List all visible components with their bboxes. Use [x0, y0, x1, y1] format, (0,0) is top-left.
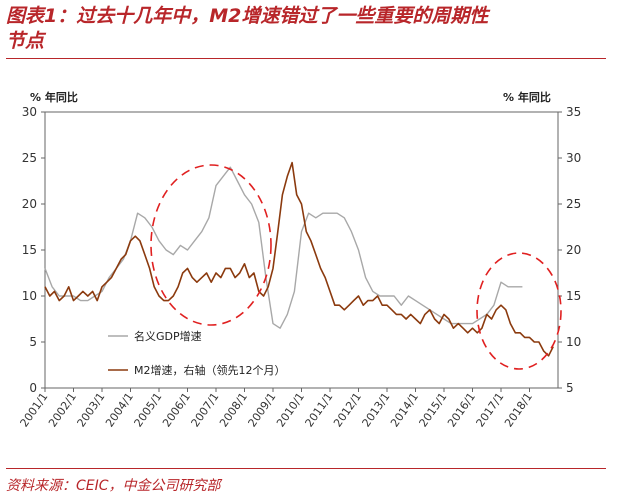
- x-axis-tick-label: 2010/1: [274, 390, 307, 429]
- x-axis-tick-label: 2015/1: [417, 390, 450, 429]
- x-axis-tick-label: 2011/1: [303, 390, 336, 429]
- left-axis-tick-label: 25: [22, 151, 37, 165]
- x-axis-tick-label: 2014/1: [388, 390, 421, 429]
- right-axis-tick-label: 10: [566, 335, 581, 349]
- right-axis-tick-label: 25: [566, 197, 581, 211]
- x-axis-tick-label: 2008/1: [217, 390, 250, 429]
- right-axis-tick-label: 30: [566, 151, 581, 165]
- source-note: 资料来源：CEIC，中金公司研究部: [6, 478, 221, 494]
- x-axis-tick-label: 2018/1: [502, 390, 535, 429]
- chart-title: 图表1：过去十几年中，M2增速错过了一些重要的周期性 节点: [6, 4, 606, 54]
- left-axis-tick-label: 30: [22, 105, 37, 119]
- x-axis-tick-label: 2017/1: [474, 390, 507, 429]
- right-axis-tick-label: 5: [566, 381, 574, 395]
- x-axis-tick-label: 2009/1: [246, 390, 279, 429]
- right-axis-tick-label: 15: [566, 289, 581, 303]
- chart-title-line-1: 图表1：过去十几年中，M2增速错过了一些重要的周期性: [6, 5, 489, 27]
- x-axis-tick-label: 2012/1: [331, 390, 364, 429]
- x-axis-tick-label: 2007/1: [189, 390, 222, 429]
- x-axis-tick-label: 2001/1: [18, 390, 51, 429]
- left-axis-tick-label: 0: [29, 381, 37, 395]
- chart-title-line-2: 节点: [6, 30, 45, 52]
- x-axis-tick-label: 2016/1: [445, 390, 478, 429]
- title-divider: [6, 58, 606, 59]
- right-axis-tick-label: 20: [566, 243, 581, 257]
- left-axis-unit-label: % 年同比: [30, 90, 78, 104]
- left-axis-tick-label: 20: [22, 197, 37, 211]
- legend-label-m2: M2增速，右轴（领先12个月）: [134, 363, 286, 377]
- x-axis-tick-label: 2003/1: [75, 390, 108, 429]
- left-axis-tick-label: 15: [22, 243, 37, 257]
- x-axis-tick-label: 2005/1: [132, 390, 165, 429]
- legend-label-gdp: 名义GDP增速: [134, 329, 202, 343]
- plot-frame: [44, 111, 559, 389]
- source-divider: [6, 468, 606, 469]
- m2-series-line: [44, 161, 554, 357]
- x-axis-tick-label: 2013/1: [360, 390, 393, 429]
- x-axis-tick-label: 2006/1: [160, 390, 193, 429]
- x-axis-tick-label: 2002/1: [46, 390, 79, 429]
- highlight-ellipse-2005-2008: [150, 164, 272, 326]
- right-axis-unit-label: % 年同比: [503, 90, 551, 104]
- x-axis-tick-label: 2004/1: [103, 390, 136, 429]
- left-axis-tick-label: 10: [22, 289, 37, 303]
- highlight-ellipse-2016-2018: [476, 252, 562, 370]
- left-axis-tick-label: 5: [29, 335, 37, 349]
- right-axis-tick-label: 35: [566, 105, 581, 119]
